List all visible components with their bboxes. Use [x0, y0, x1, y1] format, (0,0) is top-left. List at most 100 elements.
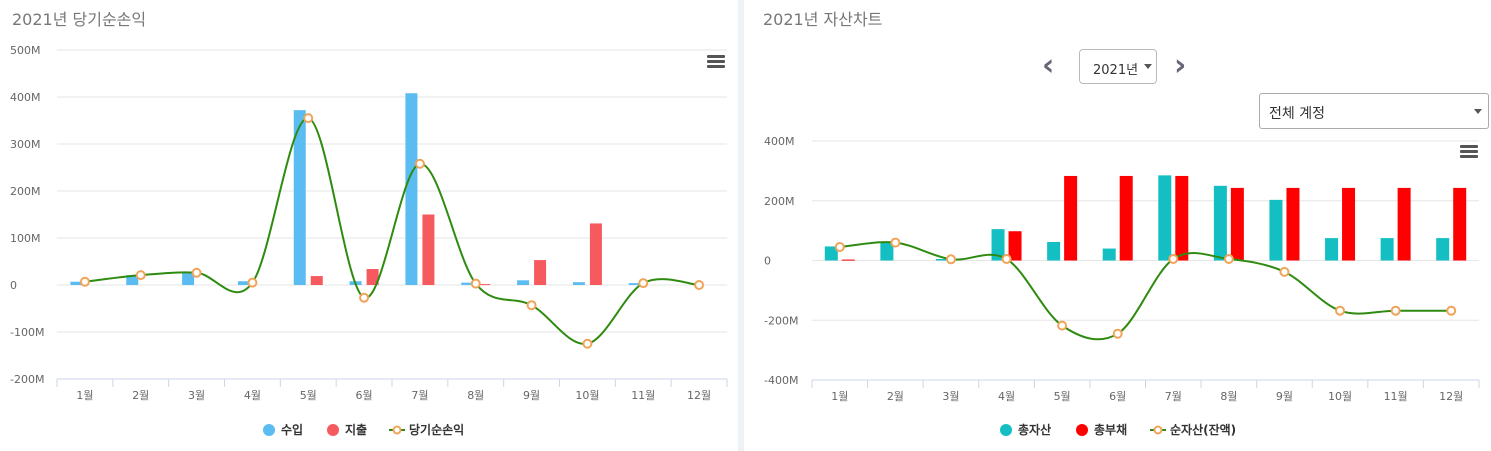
- bar-총부채-9월[interactable]: [1286, 187, 1300, 261]
- x-tick-label: 4월: [998, 390, 1015, 403]
- bar-총자산-10월[interactable]: [1325, 238, 1339, 261]
- point-순자산(잔액)-6월[interactable]: [1112, 328, 1123, 339]
- point-순자산(잔액)-5월[interactable]: [1057, 320, 1068, 331]
- point-당기순손익-5월[interactable]: [303, 113, 314, 124]
- bar-총자산-3월[interactable]: [935, 259, 949, 261]
- point-순자산(잔액)-3월[interactable]: [945, 254, 956, 265]
- account-select[interactable]: 전체 계정: [1259, 93, 1489, 129]
- chart-menu-icon[interactable]: [1460, 145, 1478, 159]
- x-tick-label: 11월: [631, 389, 655, 402]
- bar-지출-10월[interactable]: [589, 223, 602, 285]
- point-당기순손익-10월[interactable]: [582, 338, 593, 349]
- bar-수입-4월[interactable]: [237, 281, 250, 285]
- point-당기순손익-9월[interactable]: [526, 300, 537, 311]
- x-tick-label: 1월: [831, 390, 848, 403]
- legend-item-수입[interactable]: 수입: [263, 423, 303, 437]
- bar-총자산-12월[interactable]: [1436, 238, 1450, 261]
- bar-총자산-6월[interactable]: [1102, 248, 1116, 261]
- bar-수입-8월[interactable]: [461, 282, 474, 285]
- x-tick-label: 2월: [887, 390, 904, 403]
- bar-총자산-4월[interactable]: [991, 229, 1005, 261]
- bar-총자산-11월[interactable]: [1380, 238, 1394, 261]
- chart-menu-icon[interactable]: [707, 55, 725, 69]
- legend-item-당기순손익[interactable]: 당기순손익: [389, 422, 464, 437]
- bar-총부채-7월[interactable]: [1175, 175, 1189, 261]
- point-당기순손익-1월[interactable]: [79, 276, 90, 287]
- point-당기순손익-12월[interactable]: [694, 280, 705, 290]
- bar-총부채-1월[interactable]: [841, 259, 855, 261]
- bar-총부채-5월[interactable]: [1064, 175, 1078, 261]
- point-당기순손익-8월[interactable]: [470, 278, 481, 289]
- y-tick-label: -400M: [764, 374, 798, 387]
- point-순자산(잔액)-1월[interactable]: [834, 242, 845, 253]
- legend-item-총부채[interactable]: 총부채: [1076, 422, 1127, 437]
- point-당기순손익-6월[interactable]: [359, 292, 370, 303]
- point-순자산(잔액)-10월[interactable]: [1335, 305, 1346, 316]
- y-tick-label: 400M: [764, 135, 795, 148]
- x-tick-label: 9월: [1276, 390, 1293, 403]
- legend-marker: [327, 424, 339, 436]
- point-순자산(잔액)-9월[interactable]: [1279, 266, 1290, 277]
- bar-수입-11월[interactable]: [628, 283, 641, 285]
- point-순자산(잔액)-11월[interactable]: [1390, 305, 1401, 316]
- point-당기순손익-11월[interactable]: [638, 278, 649, 289]
- legend-item-총자산[interactable]: 총자산: [1000, 422, 1051, 437]
- bar-수입-9월[interactable]: [517, 280, 530, 285]
- bar-지출-7월[interactable]: [422, 214, 435, 286]
- bar-총부채-11월[interactable]: [1397, 187, 1411, 261]
- bar-총자산-2월[interactable]: [880, 242, 894, 261]
- bar-지출-6월[interactable]: [366, 269, 379, 285]
- bar-수입-7월[interactable]: [405, 93, 418, 286]
- point-순자산(잔액)-12월[interactable]: [1446, 305, 1457, 316]
- y-tick-label: -100M: [10, 326, 44, 339]
- caret-down-icon: [1474, 109, 1482, 114]
- bar-수입-5월[interactable]: [293, 110, 306, 285]
- bar-총부채-12월[interactable]: [1453, 187, 1467, 261]
- bar-지출-9월[interactable]: [534, 260, 547, 285]
- bar-총자산-7월[interactable]: [1158, 175, 1172, 261]
- bar-총부채-10월[interactable]: [1342, 187, 1356, 261]
- legend-marker: [263, 424, 275, 436]
- caret-down-icon: [1144, 64, 1152, 69]
- bar-총자산-1월[interactable]: [824, 246, 838, 261]
- legend-item-지출[interactable]: 지출: [327, 422, 367, 437]
- bar-총부채-4월[interactable]: [1008, 231, 1022, 261]
- legend-marker: [1000, 424, 1012, 436]
- y-tick-label: 500M: [10, 44, 41, 57]
- bar-총자산-5월[interactable]: [1047, 241, 1061, 261]
- legend-item-순자산(잔액)[interactable]: 순자산(잔액): [1150, 422, 1236, 437]
- point-순자산(잔액)-4월[interactable]: [1001, 254, 1012, 265]
- net-income-chart: -200M -100M 0 100M 200M 300M 400M 500M 1월 2월 3월 4월 5…: [10, 44, 728, 437]
- point-당기순손익-3월[interactable]: [191, 267, 202, 278]
- year-select-value: 2021년: [1093, 63, 1139, 78]
- bar-지출-5월[interactable]: [310, 276, 323, 285]
- bar-총자산-8월[interactable]: [1213, 185, 1227, 261]
- bar-지출-8월[interactable]: [478, 284, 491, 286]
- point-당기순손익-2월[interactable]: [135, 270, 146, 281]
- year-select[interactable]: 2021년: [1079, 49, 1157, 84]
- bar-총부채-8월[interactable]: [1230, 187, 1244, 261]
- point-순자산(잔액)-2월[interactable]: [890, 237, 901, 248]
- x-tick-label: 7월: [1165, 390, 1182, 403]
- x-tick-label: 1월: [76, 389, 93, 402]
- x-tick-label: 8월: [1220, 390, 1237, 403]
- point-순자산(잔액)-7월[interactable]: [1168, 254, 1179, 265]
- point-당기순손익-7월[interactable]: [414, 158, 425, 169]
- legend-marker: [1076, 424, 1088, 436]
- prev-year-chevron-left-icon[interactable]: ‹: [1042, 48, 1055, 83]
- bar-총부채-6월[interactable]: [1119, 175, 1133, 261]
- bar-수입-1월[interactable]: [70, 281, 83, 285]
- y-tick-label: 0: [764, 255, 771, 268]
- point-당기순손익-4월[interactable]: [247, 277, 258, 288]
- bar-수입-3월[interactable]: [182, 272, 195, 285]
- y-tick-label: -200M: [10, 373, 44, 386]
- bar-수입-10월[interactable]: [572, 282, 585, 285]
- x-tick-label: 10월: [1328, 390, 1352, 403]
- bar-수입-2월[interactable]: [126, 275, 139, 285]
- next-year-chevron-right-icon[interactable]: ›: [1174, 48, 1187, 83]
- y-tick-label: 300M: [10, 138, 41, 151]
- bar-총자산-9월[interactable]: [1269, 199, 1283, 261]
- net-income-panel: 2021년 당기순손익 -200M -100M 0 100M 200M 300M 400M 5…: [0, 0, 738, 451]
- point-순자산(잔액)-8월[interactable]: [1223, 254, 1234, 265]
- asset-chart: -400M -200M 0 200M 400M 1월 2월 3월 4월 5월 6월 7월 8월 9월 10월…: [764, 135, 1480, 437]
